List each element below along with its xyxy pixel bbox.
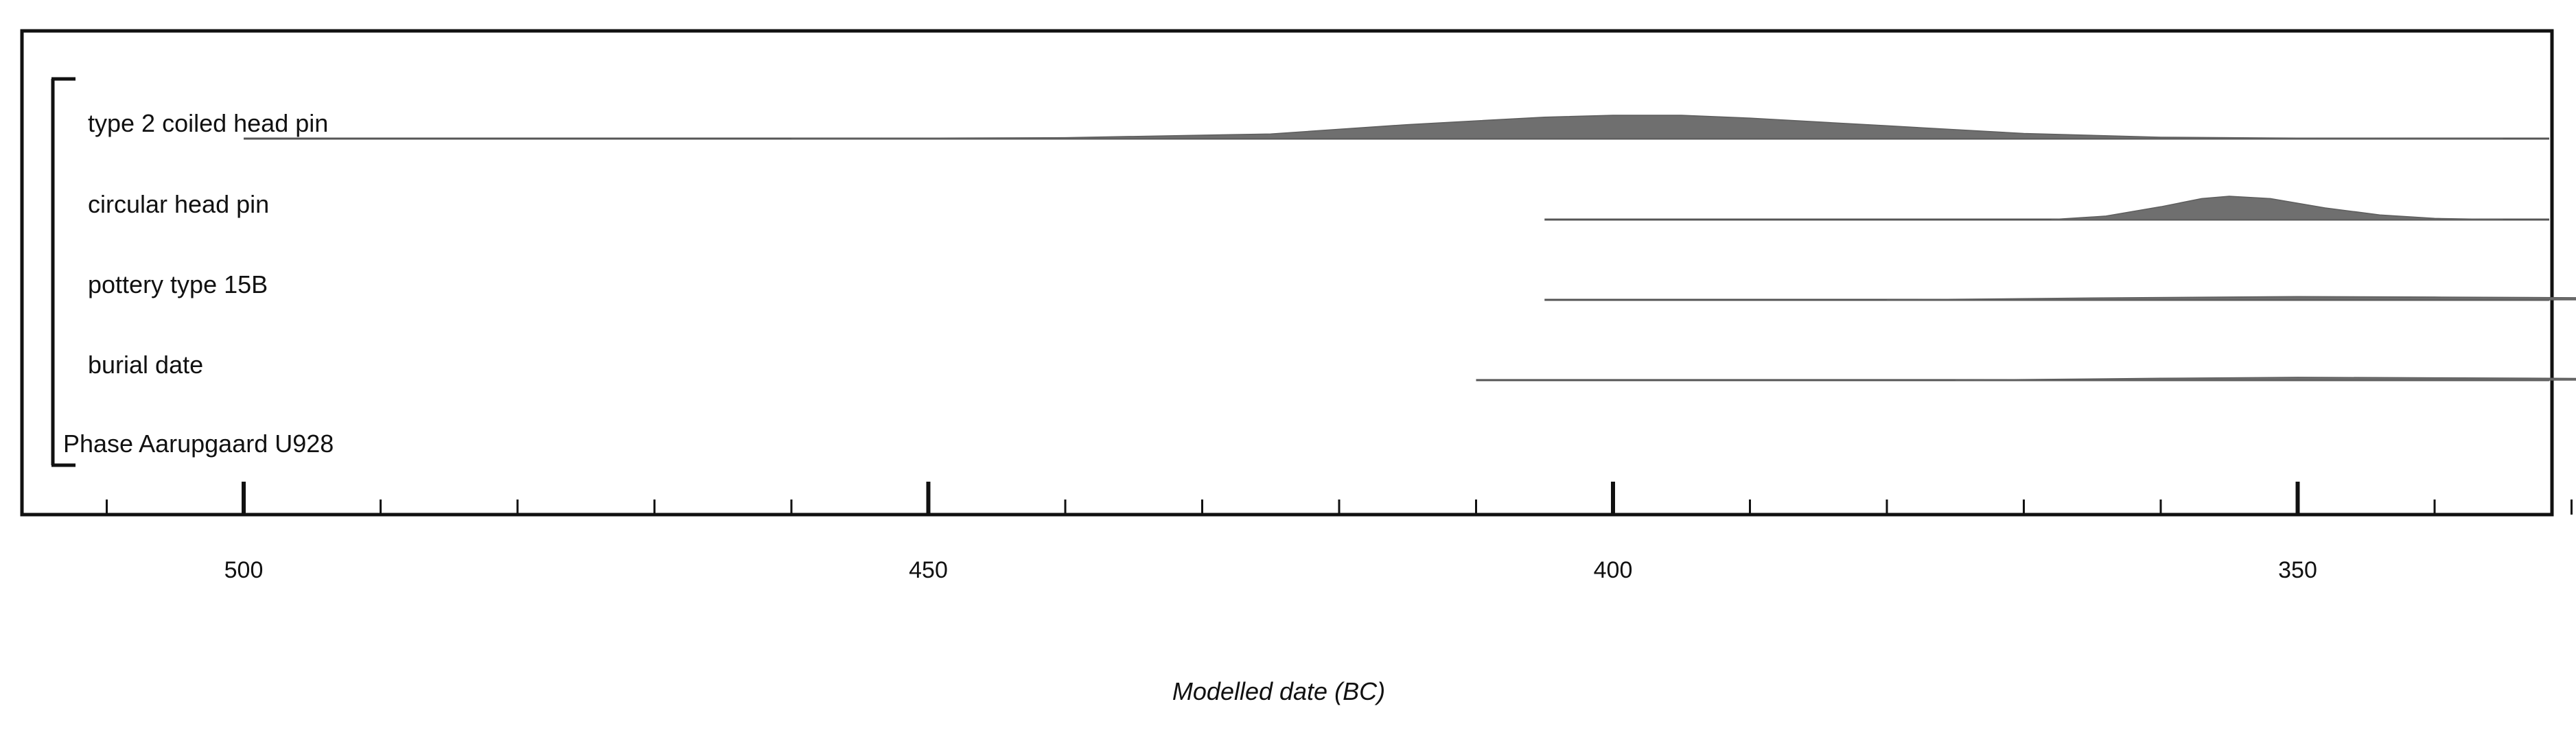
phase-bracket	[51, 77, 76, 467]
x-tick-label: 450	[909, 557, 948, 583]
density-pottery-type-15b	[1886, 296, 2576, 301]
x-axis-title: Modelled date (BC)	[1172, 677, 1385, 705]
x-tick-label: 400	[1594, 557, 1633, 583]
phase-label: Phase Aarupgaard U928	[63, 430, 334, 458]
x-tick-label: 350	[2278, 557, 2317, 583]
row-label-type-2-coiled-head-pin: type 2 coiled head pin	[88, 109, 328, 137]
density-type-2-coiled-head-pin	[791, 115, 2503, 139]
density-circular-head-pin	[2051, 196, 2503, 220]
row-label-circular-head-pin: circular head pin	[88, 190, 269, 218]
plot-frame	[20, 29, 2554, 517]
row-pottery-type-15b: pottery type 15B	[88, 270, 2576, 301]
row-circular-head-pin: circular head pin	[88, 190, 2549, 221]
row-type-2-coiled-head-pin: type 2 coiled head pin	[88, 109, 2549, 140]
row-label-pottery-type-15b: pottery type 15B	[88, 270, 268, 298]
density-burial-date	[1955, 377, 2576, 381]
row-burial-date: burial date	[88, 351, 2576, 381]
row-label-burial-date: burial date	[88, 351, 203, 379]
x-tick-label: 500	[224, 557, 264, 583]
